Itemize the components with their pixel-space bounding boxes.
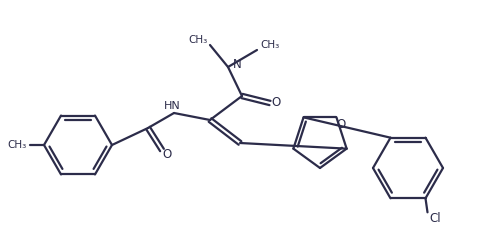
Text: Cl: Cl (428, 212, 440, 225)
Text: N: N (232, 58, 241, 71)
Text: CH₃: CH₃ (8, 140, 27, 150)
Text: CH₃: CH₃ (260, 40, 279, 50)
Text: O: O (336, 118, 346, 131)
Text: O: O (271, 97, 280, 109)
Text: CH₃: CH₃ (188, 35, 207, 45)
Text: HN: HN (163, 101, 180, 111)
Text: O: O (162, 147, 171, 161)
